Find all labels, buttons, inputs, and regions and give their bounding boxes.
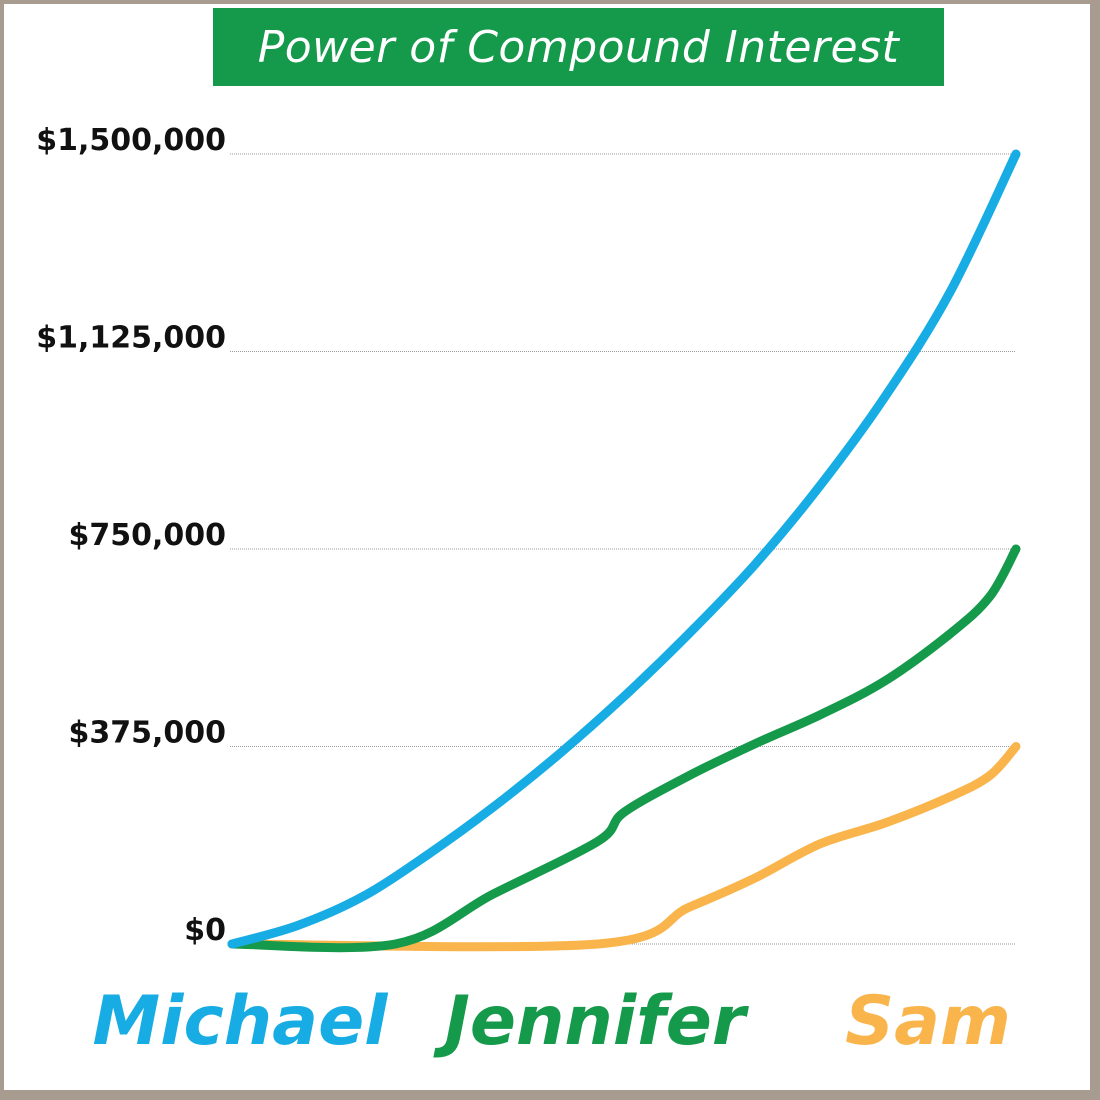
series-line-jennifer bbox=[227, 544, 1021, 953]
chart-title: Power of Compound Interest bbox=[257, 21, 900, 73]
y-tick-label: $1,125,000 bbox=[36, 321, 226, 356]
y-tick-label: $375,000 bbox=[68, 716, 226, 751]
series-line-sam bbox=[227, 742, 1021, 952]
legend-label-jennifer: Jennifer bbox=[433, 982, 750, 1061]
y-tick-label: $1,500,000 bbox=[36, 123, 226, 158]
y-tick-label: $0 bbox=[184, 913, 226, 948]
chart-title-banner: Power of Compound Interest bbox=[213, 8, 944, 86]
chart-frame bbox=[4, 4, 1090, 1090]
legend: Michael Jennifer Sam bbox=[92, 982, 1010, 1061]
legend-label-michael: Michael bbox=[92, 982, 389, 1061]
series-lines bbox=[227, 149, 1021, 953]
legend-label-sam: Sam bbox=[845, 982, 1011, 1061]
grid-lines bbox=[230, 153, 1016, 945]
y-tick-label: $750,000 bbox=[68, 518, 226, 553]
series-line-michael bbox=[227, 149, 1021, 949]
y-axis-ticks: $0 $375,000 $750,000 $1,125,000 $1,500,000 bbox=[36, 123, 226, 948]
